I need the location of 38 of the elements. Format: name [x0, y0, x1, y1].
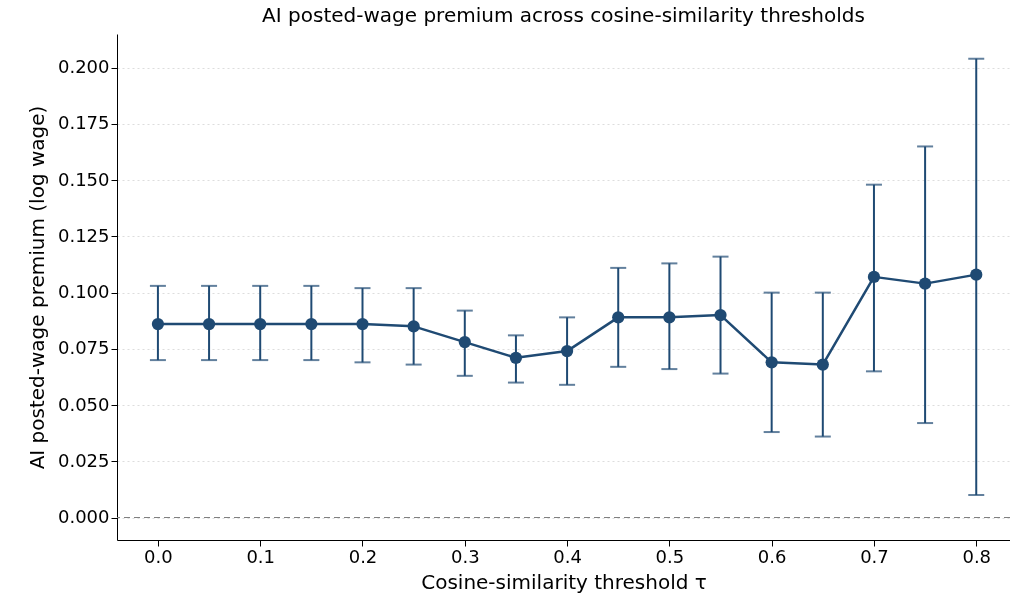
point [356, 317, 369, 331]
point [612, 311, 625, 324]
point [867, 270, 881, 283]
x-tick-label: 0.1 [246, 545, 276, 567]
point [509, 351, 523, 364]
point [151, 317, 165, 331]
x-tick-label: 0.0 [144, 545, 173, 567]
point [458, 335, 471, 349]
y-tick-label: 0.175 [57, 112, 110, 134]
point [970, 268, 983, 281]
x-tick-label: 0.2 [348, 545, 378, 567]
point [407, 320, 420, 333]
y-tick-label: 0.200 [57, 56, 110, 78]
point [254, 317, 267, 331]
point [765, 356, 778, 369]
x-tick-label: 0.7 [860, 545, 889, 567]
y-tick-label: 0.125 [57, 224, 110, 246]
point [918, 277, 932, 290]
y-tick-label: 0.000 [57, 506, 110, 528]
x-tick-label: 0.6 [757, 545, 787, 567]
y-tick-label: 0.050 [57, 393, 110, 415]
x-tick-label: 0.8 [962, 545, 992, 567]
x-tick-label: 0.4 [553, 545, 582, 567]
x-axis-title: Cosine-similarity threshold τ [421, 569, 707, 594]
x-tick-label: 0.5 [655, 545, 685, 567]
point [816, 358, 829, 371]
y-tick-label: 0.025 [57, 449, 110, 471]
x-tick-label: 0.3 [450, 545, 480, 567]
point [202, 317, 216, 331]
point [663, 311, 676, 324]
y-tick-label: 0.075 [57, 337, 110, 359]
y-axis-title: AI posted-wage premium (log wage) [24, 105, 49, 470]
point [714, 309, 727, 322]
point [560, 344, 574, 358]
chart-title: AI posted-wage premium across cosine-similarity thresholds [262, 3, 865, 27]
y-tick-label: 0.150 [57, 168, 110, 190]
point [305, 317, 318, 331]
y-tick-label: 0.100 [57, 281, 110, 303]
